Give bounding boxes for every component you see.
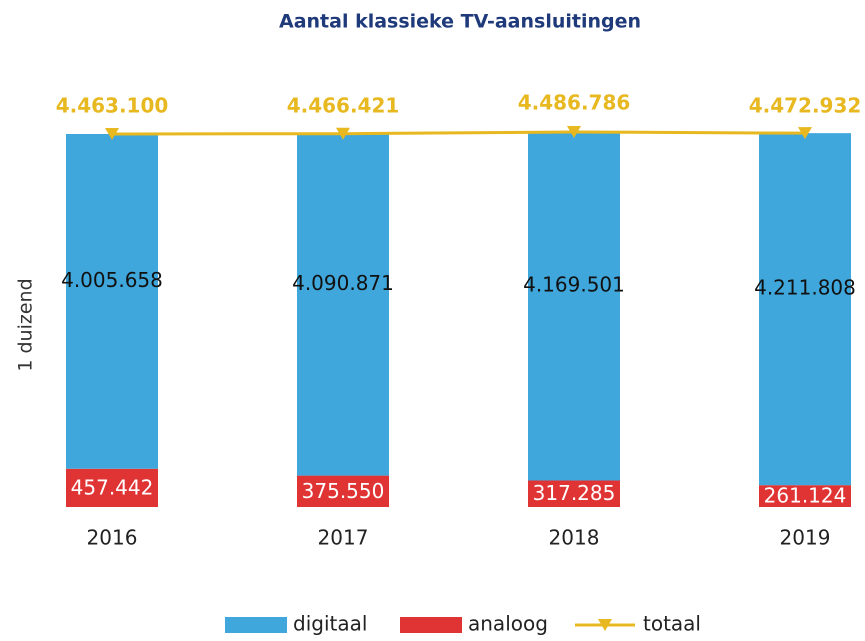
line-marker xyxy=(798,127,812,140)
total-line xyxy=(111,130,806,136)
data-label: 4.090.871 xyxy=(292,271,394,295)
chart-title: Aantal klassieke TV-aansluitingen xyxy=(279,11,641,33)
bar-segment xyxy=(528,132,620,481)
y-axis-label: 1 duizend xyxy=(15,278,37,371)
legend-marker xyxy=(598,619,612,631)
legend-label: digitaal xyxy=(293,612,367,636)
bar-segment xyxy=(759,133,851,486)
bar-segment xyxy=(759,485,851,507)
data-label: 4.486.786 xyxy=(518,91,631,115)
data-label: 457.442 xyxy=(71,475,154,499)
line-marker xyxy=(336,127,350,140)
bar-segment xyxy=(297,475,389,507)
data-label: 4.211.808 xyxy=(754,276,856,300)
data-label: 4.463.100 xyxy=(56,94,169,118)
x-tick-label: 2018 xyxy=(549,526,600,550)
data-label: 4.169.501 xyxy=(523,273,625,297)
legend-swatch xyxy=(400,617,462,633)
legend-swatch xyxy=(225,617,287,633)
bar-segment xyxy=(66,468,158,507)
data-label: 4.466.421 xyxy=(287,94,400,118)
x-tick-label: 2017 xyxy=(318,526,369,550)
bar-segment xyxy=(66,133,158,469)
bar-segment xyxy=(297,133,389,476)
x-tick-label: 2016 xyxy=(87,526,138,550)
data-label: 4.005.658 xyxy=(61,268,163,292)
line-marker xyxy=(105,127,119,140)
line-marker xyxy=(567,126,581,138)
legend-label: analoog xyxy=(468,612,548,636)
x-tick-label: 2019 xyxy=(780,526,831,550)
bar-segment xyxy=(528,480,620,507)
legend-label: totaal xyxy=(643,612,701,636)
data-label: 317.285 xyxy=(533,481,616,505)
data-label: 4.472.932 xyxy=(749,94,862,118)
data-label: 375.550 xyxy=(302,479,385,503)
data-label: 261.124 xyxy=(764,484,847,508)
